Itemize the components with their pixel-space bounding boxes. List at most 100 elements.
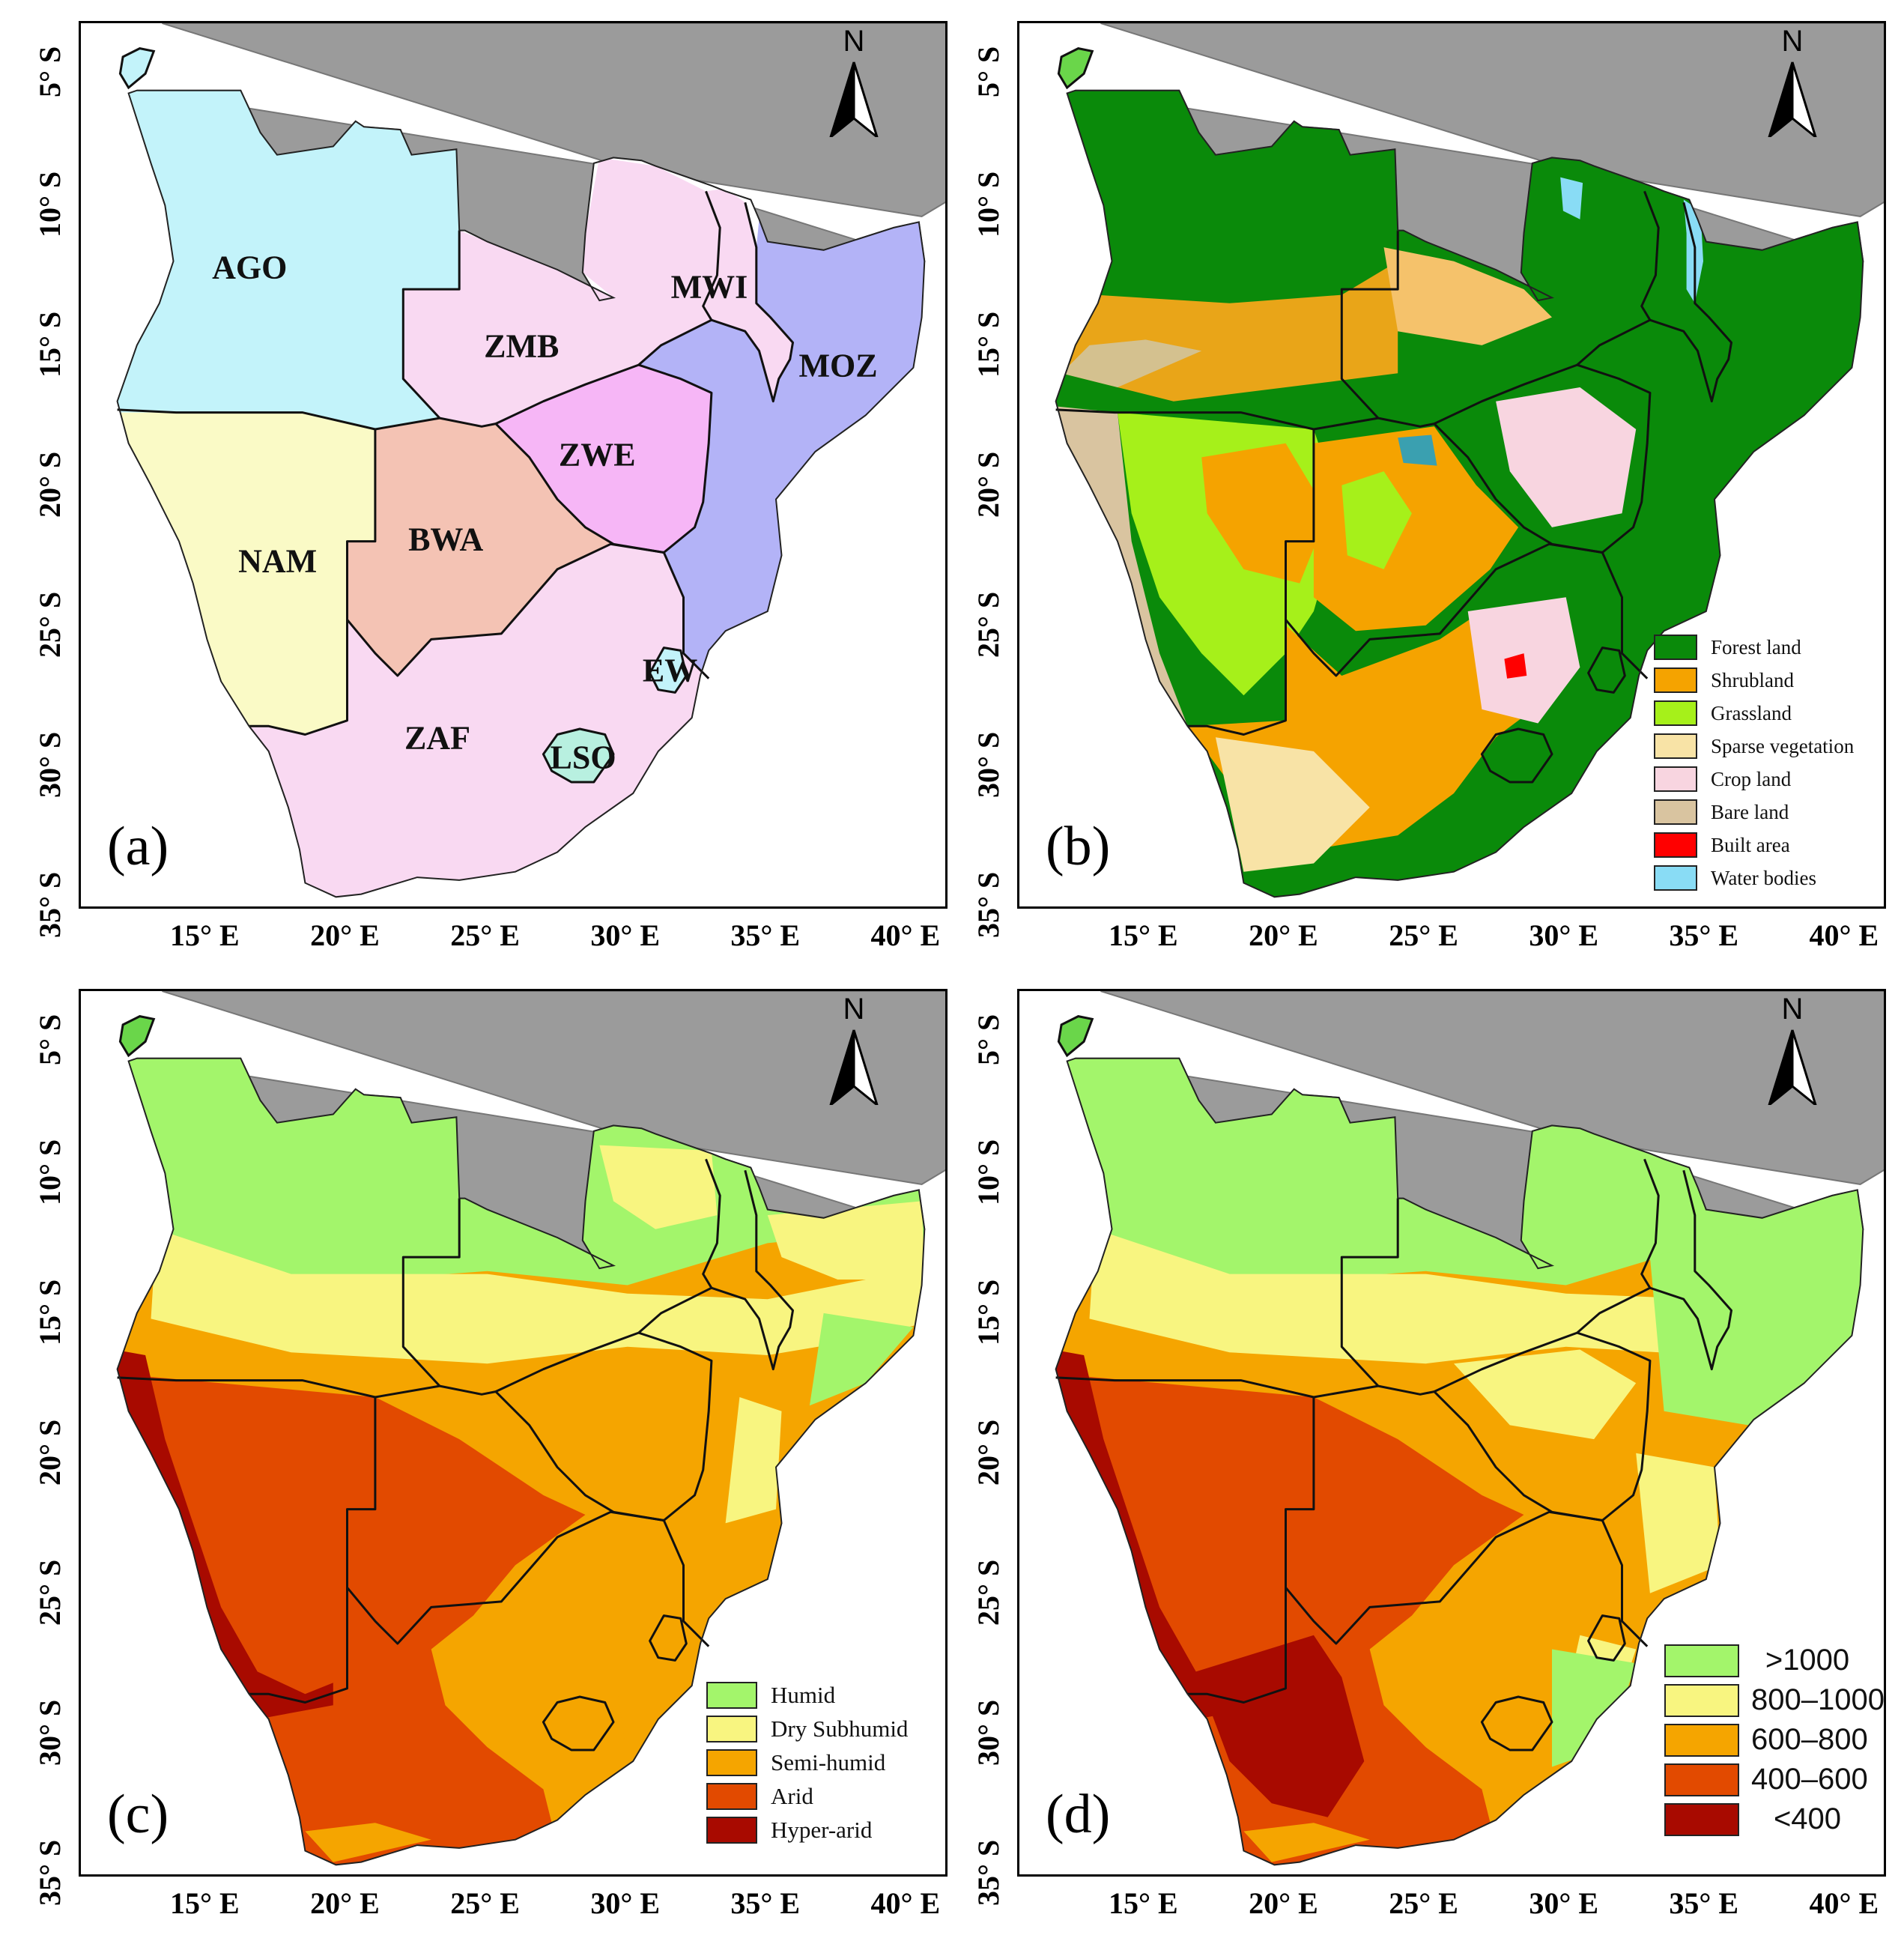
x-tick-label: 30° E (590, 1886, 661, 1920)
country-borders (117, 1158, 794, 1751)
legend-swatch (1654, 667, 1697, 693)
legend-swatch (1654, 865, 1697, 891)
legend-label: Bare land (1711, 800, 1789, 823)
y-tick-label: 15° S (971, 1279, 1005, 1345)
legend-swatch (706, 1748, 757, 1776)
country-borders (117, 190, 794, 784)
legend-item: Dry Subhumid (706, 1712, 908, 1745)
legend-item: Arid (706, 1779, 908, 1813)
country-MWI (703, 188, 793, 402)
y-tick-label: 20° S (971, 1419, 1005, 1486)
lc-shrub-nam (1201, 443, 1328, 584)
legend-label: Dry Subhumid (771, 1715, 909, 1742)
zone-yellow-band (151, 1229, 925, 1364)
legend-item: Grassland (1654, 697, 1854, 730)
panel-label-c: (c) (107, 1784, 169, 1845)
zone-drysub-moz-c (725, 1397, 782, 1524)
x-tick-label: 20° E (310, 918, 380, 952)
legend-item: Water bodies (1654, 862, 1854, 894)
legend-item: 600–800 (1664, 1720, 1868, 1760)
legend-swatch (1664, 1683, 1739, 1717)
coastline (1055, 1057, 1864, 1866)
lc-built-gauteng (1504, 653, 1527, 679)
x-tick-label: 20° E (1249, 1886, 1318, 1920)
zone-1000-moz (1649, 1201, 1864, 1426)
lc-grass-bwa (1341, 471, 1412, 569)
zone-800-moz-s (1636, 1453, 1720, 1593)
y-tick-label: 15° S (33, 1279, 67, 1345)
country-AGO (117, 90, 460, 429)
coastline (116, 89, 926, 898)
lc-shrub-zmb (1383, 247, 1552, 345)
x-tick-label: 25° E (1389, 1886, 1458, 1920)
country-label-nam: NAM (238, 542, 318, 580)
legend: Humid Dry Subhumid Semi-humid Arid Hyper-ari… (706, 1678, 908, 1847)
cabinda-exclave (1057, 47, 1094, 90)
x-tick-label: 30° E (1529, 1886, 1599, 1920)
legend-item: Hyper-arid (706, 1813, 908, 1847)
legend-label: Crop land (1711, 767, 1792, 790)
legend-swatch (1654, 832, 1697, 858)
x-tick-label: 40° E (870, 918, 941, 952)
y-tick-label: 5° S (971, 46, 1005, 98)
legend-swatch (1654, 733, 1697, 759)
legend-label: Sparse vegetation (1711, 734, 1855, 757)
legend-label: Water bodies (1711, 866, 1817, 889)
y-tick-label: 20° S (971, 451, 1005, 518)
country-ZMB (403, 157, 721, 427)
lc-water-okavango (1398, 435, 1437, 466)
country-label-zaf: ZAF (404, 719, 470, 757)
country-label-mwi: MWI (670, 268, 748, 306)
x-tick-label: 15° E (1109, 1886, 1178, 1920)
y-tick-label: 5° S (971, 1014, 1005, 1066)
x-tick-label: 15° E (170, 1886, 240, 1920)
theme-layer (117, 1058, 925, 1865)
legend-swatch (1654, 766, 1697, 792)
x-tick-label: 25° E (450, 1886, 520, 1920)
panel-label-b: (b) (1046, 816, 1111, 877)
country-label-ew: EW (642, 652, 698, 689)
country-borders (1055, 190, 1732, 784)
legend-swatch (1654, 799, 1697, 825)
panel-label-a: (a) (107, 816, 169, 877)
legend-item: Built area (1654, 829, 1854, 862)
y-tick-label: 20° S (33, 1419, 67, 1486)
north-label: N (1781, 993, 1804, 1026)
north-arrow-icon: N (1759, 25, 1826, 137)
x-tick-label: 30° E (1529, 918, 1599, 952)
legend-label: 400–600 (1751, 1763, 1868, 1796)
x-tick-label: 40° E (1809, 1886, 1879, 1920)
y-tick-label: 15° S (33, 311, 67, 378)
y-tick-label: 5° S (33, 46, 67, 98)
legend-item: <400 (1664, 1799, 1864, 1839)
x-tick-label: 40° E (1809, 918, 1879, 952)
legend-swatch (706, 1782, 757, 1810)
legend-swatch (706, 1681, 757, 1709)
north-label: N (1781, 25, 1804, 58)
legend-label: Humid (771, 1681, 836, 1708)
y-tick-label: 10° S (971, 171, 1005, 237)
x-tick-label: 30° E (590, 918, 661, 952)
legend-item: >1000 (1664, 1641, 1864, 1680)
legend-label: 800–1000 (1751, 1683, 1885, 1716)
legend-label: >1000 (1765, 1644, 1850, 1677)
zone-400-karoo (1195, 1635, 1365, 1817)
x-tick-label: 35° E (730, 1886, 801, 1920)
legend-label: Hyper-arid (771, 1816, 873, 1843)
y-tick-label: 25° S (33, 1559, 67, 1626)
legend-label: Forest land (1711, 635, 1801, 658)
map-frame (79, 989, 948, 1877)
country-borders (1055, 1158, 1732, 1751)
y-tick-label: 25° S (971, 1559, 1005, 1626)
lc-sparse-karoo (1215, 737, 1370, 872)
cabinda-exclave (118, 1015, 156, 1058)
north-label: N (843, 25, 865, 58)
x-tick-label: 15° E (1109, 918, 1178, 952)
legend-label: Shrubland (1711, 668, 1794, 691)
map-canvas (116, 991, 945, 1866)
legend-item: Semi-humid (706, 1745, 908, 1779)
zone-south-coast (305, 1823, 431, 1862)
north-arrow-icon: N (820, 25, 888, 137)
legend-item: Bare land (1654, 796, 1854, 829)
